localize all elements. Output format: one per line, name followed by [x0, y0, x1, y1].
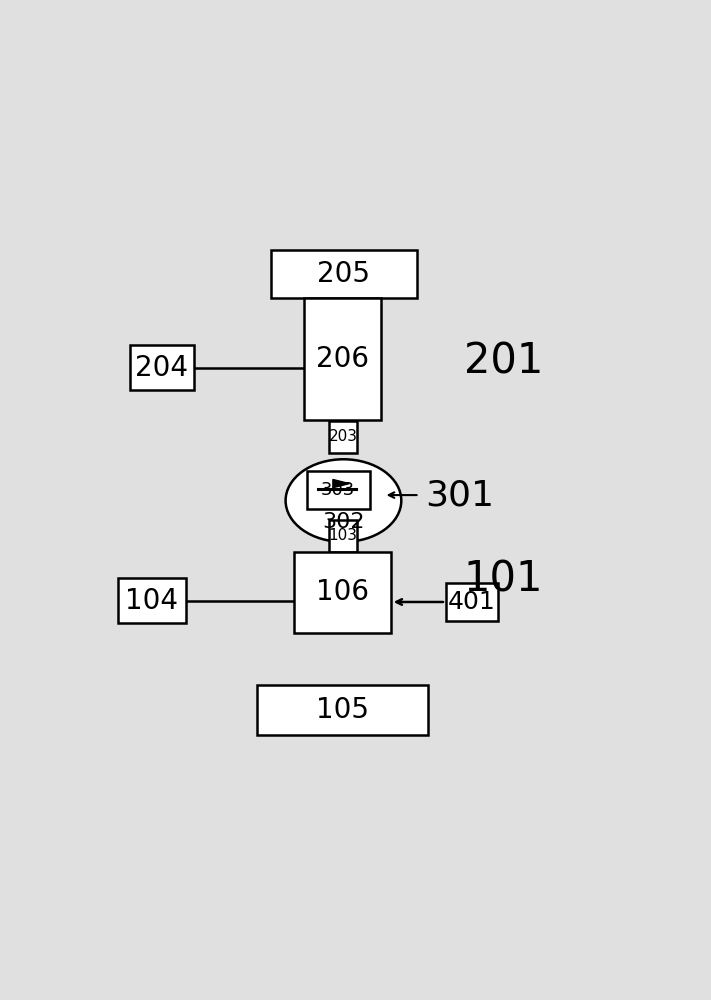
- Ellipse shape: [286, 459, 401, 542]
- Bar: [257, 685, 428, 735]
- Text: 301: 301: [425, 478, 494, 512]
- Text: 103: 103: [328, 528, 358, 543]
- Bar: [304, 298, 381, 420]
- Text: 203: 203: [328, 429, 358, 444]
- Text: 201: 201: [464, 341, 543, 383]
- Text: 302: 302: [322, 512, 365, 532]
- Text: 204: 204: [135, 354, 188, 382]
- Text: 106: 106: [316, 578, 369, 606]
- Bar: [130, 345, 193, 390]
- Polygon shape: [333, 479, 349, 488]
- Text: 104: 104: [125, 587, 178, 615]
- Text: 401: 401: [448, 590, 496, 614]
- Bar: [446, 583, 498, 621]
- Bar: [271, 250, 417, 298]
- Text: 205: 205: [317, 260, 370, 288]
- Bar: [306, 471, 370, 509]
- Text: 105: 105: [316, 696, 369, 724]
- Text: 303: 303: [321, 481, 356, 499]
- Text: 101: 101: [464, 558, 543, 600]
- Bar: [328, 520, 357, 552]
- Bar: [117, 578, 186, 623]
- Bar: [294, 552, 391, 633]
- Text: 206: 206: [316, 345, 369, 373]
- Bar: [328, 421, 357, 453]
